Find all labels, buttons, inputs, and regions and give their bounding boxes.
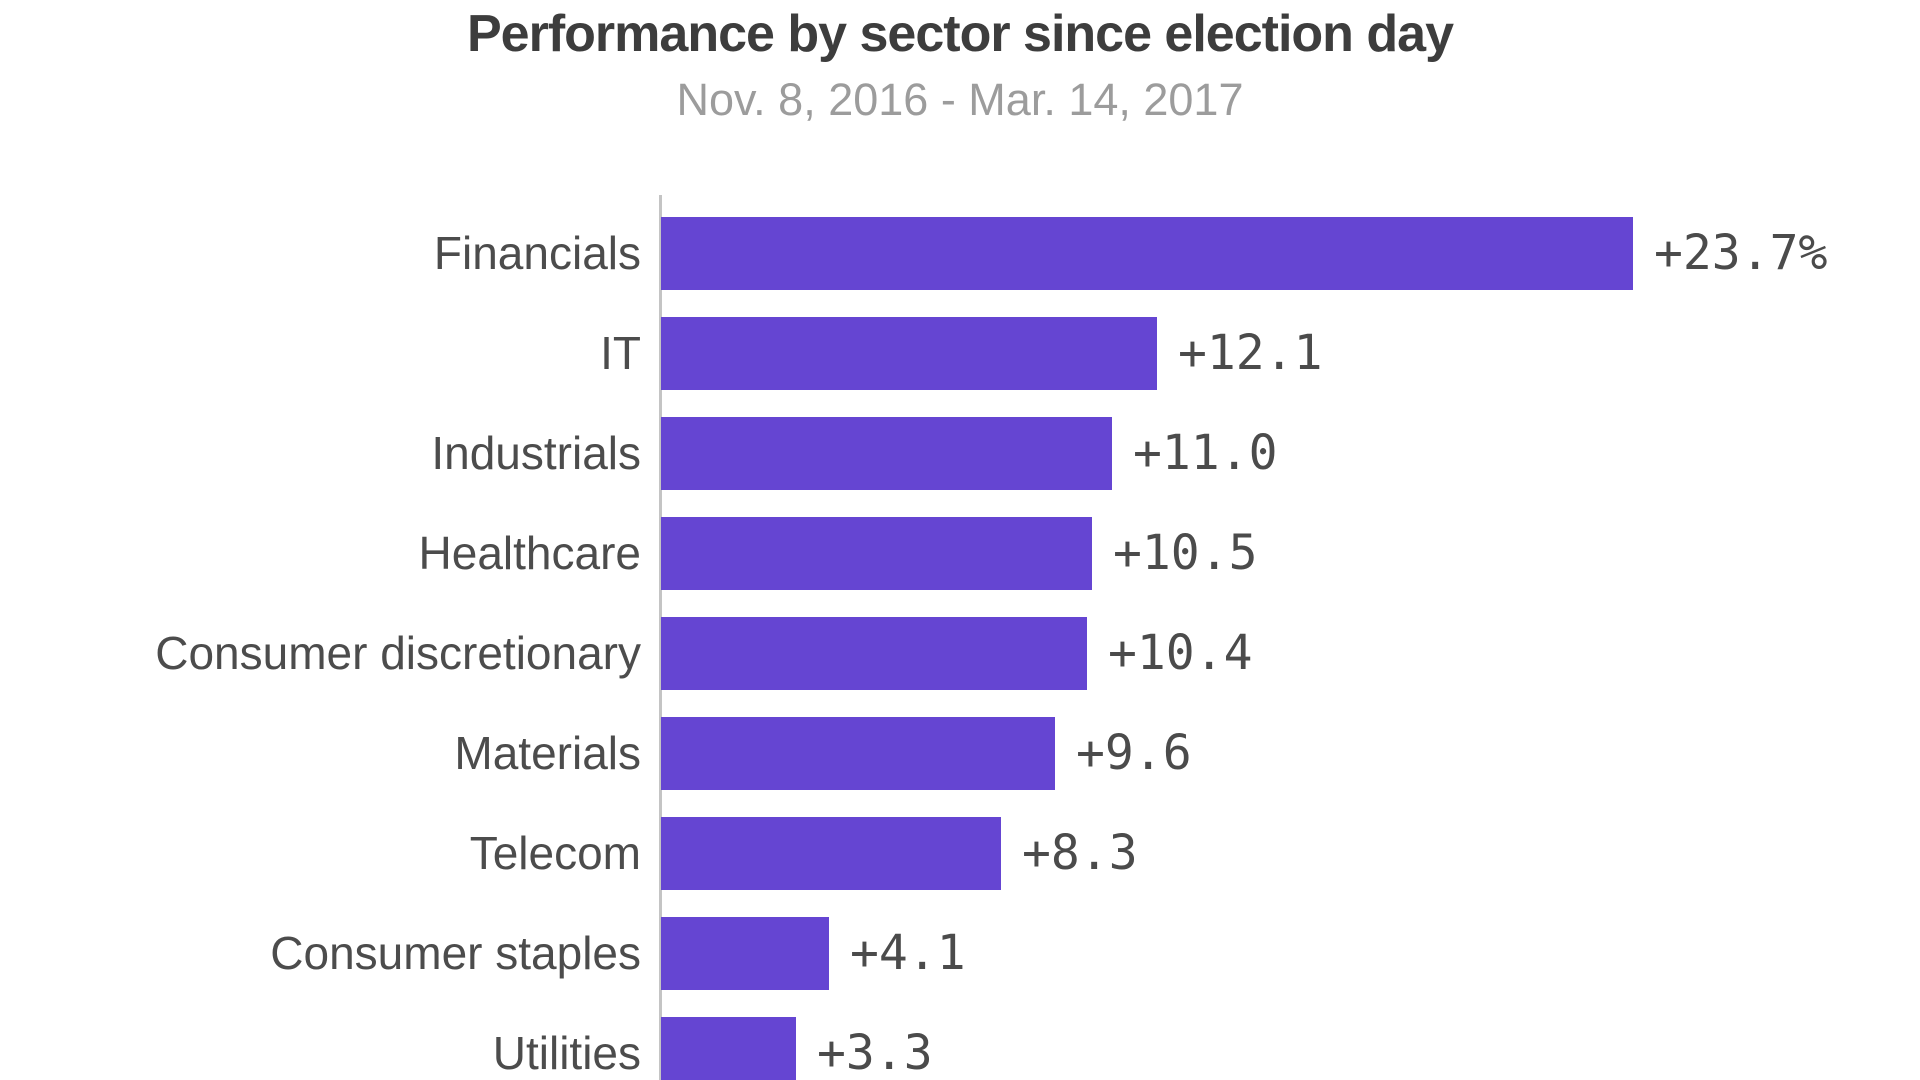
bar-value-label: +10.4: [1108, 625, 1253, 681]
category-label: Healthcare: [418, 527, 641, 579]
bar-value-label: +8.3: [1022, 825, 1138, 881]
category-label: Consumer discretionary: [155, 627, 641, 679]
bar-value-label: +12.1: [1178, 325, 1323, 381]
bar-value-label: +9.6: [1076, 725, 1192, 781]
y-axis-line: [659, 195, 662, 1080]
bar: [661, 917, 829, 990]
category-label: Telecom: [469, 827, 641, 879]
bar: [661, 717, 1055, 790]
bar-value-label: +3.3: [817, 1025, 933, 1080]
bar: [661, 617, 1087, 690]
bar: [661, 217, 1633, 290]
bar: [661, 317, 1157, 390]
bar: [661, 517, 1092, 590]
bar: [661, 1017, 796, 1080]
category-label: Consumer staples: [270, 927, 641, 979]
chart-subtitle: Nov. 8, 2016 - Mar. 14, 2017: [676, 74, 1244, 125]
category-label: IT: [600, 327, 641, 379]
bar-value-label: +11.0: [1133, 425, 1278, 481]
bar: [661, 817, 1001, 890]
category-label: Utilities: [492, 1027, 641, 1079]
bar-value-label: +23.7%: [1654, 225, 1828, 281]
category-label: Financials: [433, 227, 641, 279]
category-label: Materials: [454, 727, 641, 779]
category-label: Industrials: [431, 427, 641, 479]
bar-value-label: +4.1: [850, 925, 966, 981]
chart-title: Performance by sector since election day: [467, 5, 1454, 63]
bar-value-label: +10.5: [1113, 525, 1258, 581]
bar: [661, 417, 1112, 490]
